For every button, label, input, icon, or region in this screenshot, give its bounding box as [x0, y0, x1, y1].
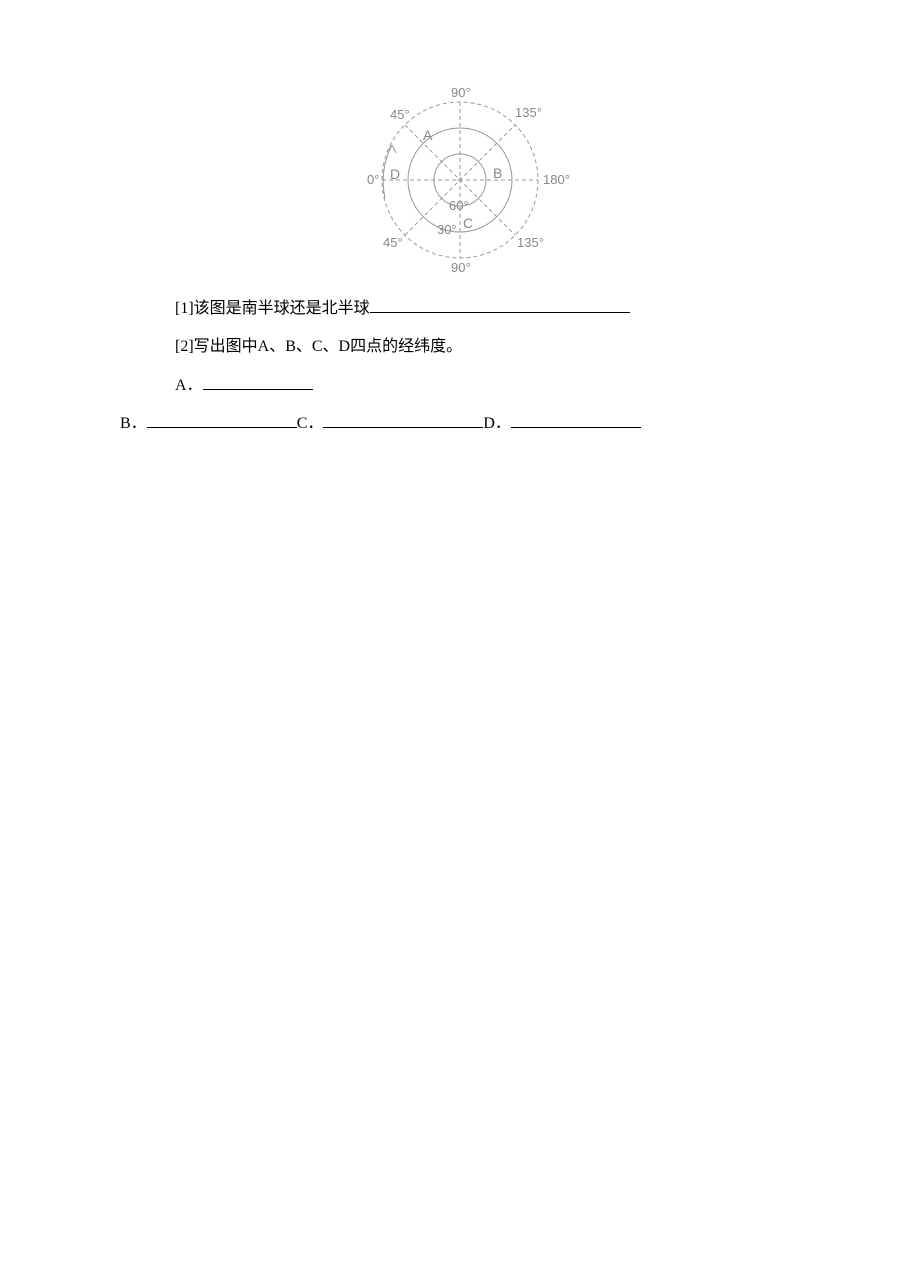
- long-top: 90°: [451, 85, 471, 100]
- point-b: B: [493, 165, 502, 181]
- long-top-left: 45°: [390, 107, 410, 122]
- long-top-right: 135°: [515, 105, 542, 120]
- d-blank[interactable]: [511, 412, 641, 428]
- long-left: 0°: [367, 172, 379, 187]
- diagram-container: 90° 135° 180° 135° 90° 45° 0° 45° 60° 30…: [0, 80, 920, 280]
- b-prefix: B．: [120, 415, 147, 432]
- long-bottom: 90°: [451, 260, 471, 275]
- a-prefix: A．: [175, 377, 203, 394]
- long-bottom-right: 135°: [517, 235, 544, 250]
- question-block: [1]该图是南半球还是北半球 [2]写出图中A、B、C、D四点的经纬度。 A．: [0, 290, 920, 405]
- q1-text: [1]该图是南半球还是北半球: [175, 300, 370, 317]
- q2-text: [2]写出图中A、B、C、D四点的经纬度。: [175, 338, 462, 355]
- b-blank[interactable]: [147, 412, 297, 428]
- answer-a-line: A．: [175, 367, 820, 405]
- polar-diagram: 90° 135° 180° 135° 90° 45° 0° 45° 60° 30…: [345, 80, 575, 280]
- a-blank[interactable]: [203, 374, 313, 390]
- point-d: D: [390, 166, 400, 182]
- point-a: A: [423, 127, 432, 143]
- long-bottom-left: 45°: [383, 235, 403, 250]
- c-blank[interactable]: [323, 412, 483, 428]
- answer-bcd-line: B． C． D．: [0, 405, 920, 443]
- d-prefix: D．: [483, 415, 511, 432]
- question-2: [2]写出图中A、B、C、D四点的经纬度。: [175, 328, 820, 366]
- lat-inner1: 60°: [449, 198, 469, 213]
- question-1: [1]该图是南半球还是北半球: [175, 290, 820, 328]
- q1-blank[interactable]: [370, 297, 630, 313]
- c-prefix: C．: [297, 415, 324, 432]
- long-right: 180°: [543, 172, 570, 187]
- lat-inner2: 30°: [437, 222, 457, 237]
- point-c: C: [463, 215, 473, 231]
